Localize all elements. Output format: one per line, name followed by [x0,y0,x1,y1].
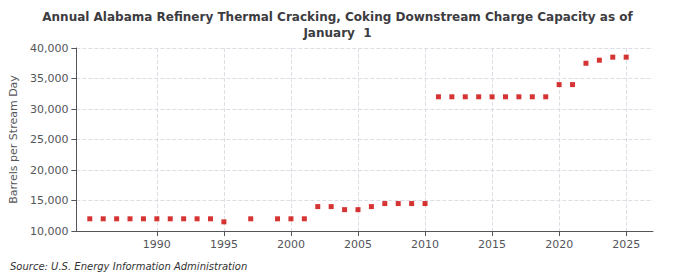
svg-text:1990: 1990 [143,238,171,251]
svg-text:Source: U.S. Energy Informatio: Source: U.S. Energy Information Administ… [10,261,247,272]
svg-text:Annual Alabama Refinery Therma: Annual Alabama Refinery Thermal Cracking… [42,10,633,24]
svg-text:2005: 2005 [344,238,372,251]
svg-text:35,000: 35,000 [30,72,69,85]
svg-text:2020: 2020 [545,238,573,251]
svg-text:2025: 2025 [612,238,640,251]
svg-text:15,000: 15,000 [30,194,69,207]
svg-text:2015: 2015 [478,238,506,251]
svg-text:20,000: 20,000 [30,164,69,177]
svg-text:40,000: 40,000 [30,42,69,55]
svg-text:Barrels per Stream Day: Barrels per Stream Day [7,75,20,204]
svg-text:1995: 1995 [210,238,238,251]
svg-text:10,000: 10,000 [30,225,69,238]
svg-text:January 1: January 1 [302,26,371,40]
svg-text:2010: 2010 [411,238,439,251]
svg-text:30,000: 30,000 [30,103,69,116]
svg-text:25,000: 25,000 [30,133,69,146]
svg-text:2000: 2000 [277,238,305,251]
